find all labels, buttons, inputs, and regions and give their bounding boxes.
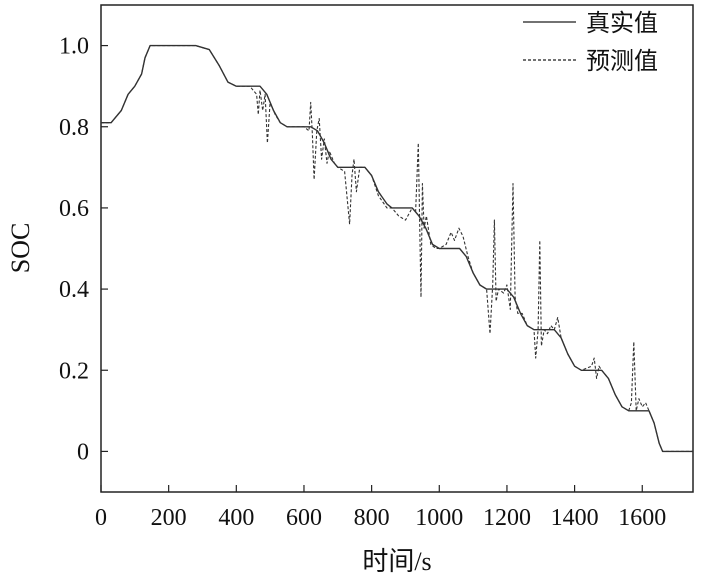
x-tick-label: 400	[218, 505, 254, 531]
y-tick-label: 0.6	[59, 196, 89, 222]
x-ticks: 0 200 400 600 800 1000 1200 1400 1600	[95, 485, 666, 531]
y-tick-label: 1.0	[59, 34, 89, 60]
x-tick-label: 600	[286, 505, 322, 531]
series-line-predicted	[101, 45, 693, 452]
y-tick-label: 0.8	[59, 115, 89, 141]
x-tick-label: 1000	[415, 505, 463, 531]
x-tick-label: 1600	[618, 505, 666, 531]
x-tick-label: 200	[151, 505, 187, 531]
x-tick-label: 0	[95, 505, 107, 531]
y-ticks: 0 0.2 0.4 0.6 0.8 1.0	[59, 34, 108, 465]
legend-label-predicted: 预测值	[586, 47, 658, 75]
x-tick-label: 800	[354, 505, 390, 531]
x-axis-title: 时间/s	[362, 547, 431, 576]
series-layer	[101, 44, 693, 453]
x-tick-label: 1400	[551, 505, 599, 531]
y-tick-label: 0.2	[59, 358, 89, 384]
x-tick-label: 1200	[483, 505, 531, 531]
y-axis-title: SOC	[6, 223, 35, 274]
y-tick-label: 0	[77, 439, 89, 465]
legend-label-actual: 真实值	[586, 9, 658, 37]
legend: 真实值 预测值	[523, 9, 658, 75]
plot-frame	[100, 4, 694, 493]
y-tick-label: 0.4	[59, 277, 89, 303]
